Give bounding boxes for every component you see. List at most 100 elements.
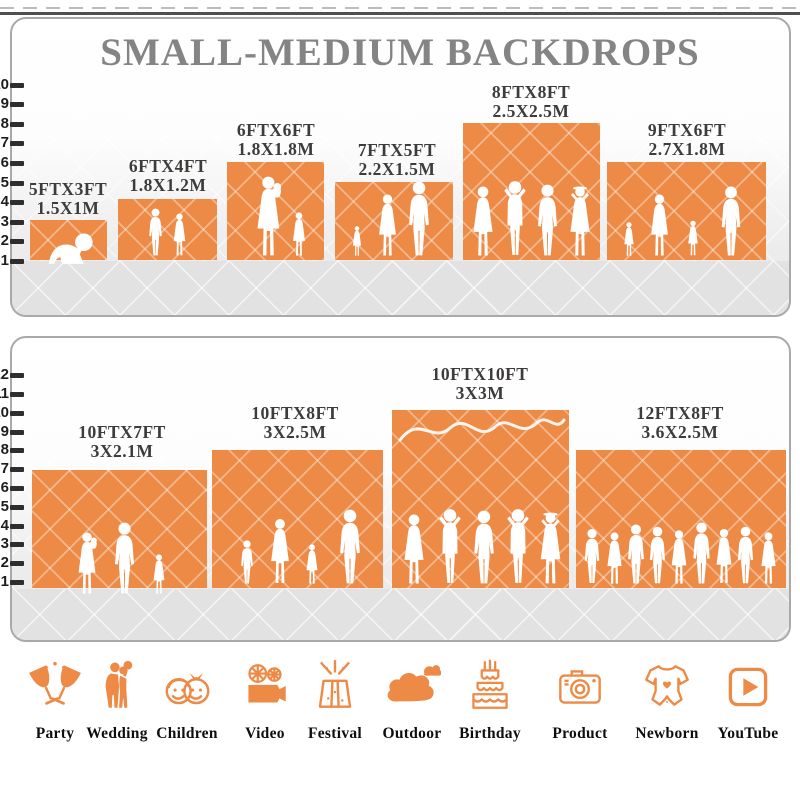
category-youtube: YouTube (704, 658, 792, 743)
ruler-tick (10, 392, 24, 397)
group-of-five-silhouette (404, 509, 561, 584)
video-icon (248, 664, 286, 703)
family-of-four-silhouette (624, 186, 741, 256)
ruler-tick (10, 239, 24, 244)
ruler-tick (10, 220, 24, 225)
category-label: Children (156, 725, 218, 742)
category-festival: Festival (291, 658, 379, 743)
product-icon (559, 670, 601, 704)
size-label-8x8: 8FTX8FT 2.5X2.5M (491, 82, 571, 121)
ruler-number: 5 (0, 498, 9, 515)
category-birthday: Birthday (446, 658, 534, 743)
ruler-number: 6 (0, 154, 9, 171)
ruler-number: 10 (0, 404, 9, 421)
size-label-10x7: 10FTX7FT 3X2.1M (78, 422, 166, 461)
category-label: Festival (307, 725, 363, 742)
ruler-tick (10, 486, 24, 491)
floor-band (12, 589, 789, 640)
ruler-tick (10, 181, 24, 186)
floor-band (12, 261, 789, 315)
backdrop-rect-6x4 (118, 199, 217, 260)
category-outdoor: Outdoor (368, 658, 456, 743)
ruler-number: 2 (0, 232, 9, 249)
category-label: Party (35, 725, 75, 742)
size-label-6x6: 6FTX6FT 1.8X1.8M (236, 120, 316, 159)
ruler-tick (10, 448, 24, 453)
ruler-tick (10, 200, 24, 205)
ruler-number: 8 (0, 441, 9, 458)
mother-and-child-silhouette (257, 176, 305, 256)
top-dashed-rule (0, 7, 800, 9)
birthday-icon (472, 659, 508, 709)
size-label-7x5: 7FTX5FT 2.2X1.5M (357, 140, 437, 179)
ruler-number: 4 (0, 517, 9, 534)
ruler-tick (10, 411, 24, 416)
top-divider-line (0, 12, 800, 15)
ruler-number: 1 (0, 252, 9, 269)
category-party: Party (11, 658, 99, 743)
group-of-four-silhouette (473, 181, 590, 256)
ruler-tick (10, 580, 24, 585)
ruler-number: 11 (0, 385, 9, 402)
category-children: Children (143, 658, 231, 743)
size-label-10x8: 10FTX8FT 3X2.5M (251, 403, 339, 442)
ruler-tick (10, 505, 24, 510)
children-icon (165, 673, 210, 705)
category-label: Product (552, 725, 608, 742)
crawling-baby-silhouette (48, 233, 93, 264)
category-video: Video (221, 658, 309, 743)
ruler-number: 10 (0, 76, 9, 93)
wedding-icon (105, 660, 133, 708)
size-label-10x10: 10FTX10FT 3X3M (431, 364, 529, 403)
size-label-5x3: 5FTX3FT 1.5X1M (28, 179, 108, 218)
ruler-number: 9 (0, 423, 9, 440)
family-of-three-silhouette (352, 181, 429, 256)
category-label: Newborn (635, 725, 699, 742)
category-label: Video (245, 725, 285, 742)
ruler-tick (10, 259, 24, 264)
ruler-tick (10, 373, 24, 378)
ruler-tick (10, 542, 24, 547)
category-label: Outdoor (382, 725, 442, 742)
category-label: Wedding (86, 725, 148, 742)
ruler-tick (10, 430, 24, 435)
family-of-three-silhouette (78, 522, 165, 594)
ruler-tick (10, 83, 24, 88)
ruler-number: 12 (0, 366, 9, 383)
watermark-script (398, 418, 566, 442)
youtube-icon (728, 667, 768, 707)
page-title: SMALL-MEDIUM BACKDROPS (100, 31, 700, 74)
ruler-number: 8 (0, 115, 9, 132)
ruler-number: 3 (0, 213, 9, 230)
ruler-number: 5 (0, 174, 9, 191)
festival-icon (318, 659, 352, 708)
two-children-silhouette (149, 208, 186, 256)
ruler-number: 6 (0, 479, 9, 496)
ruler-number: 1 (0, 573, 9, 590)
category-wedding: Wedding (73, 658, 161, 743)
ruler-number: 2 (0, 554, 9, 571)
ruler-number: 9 (0, 95, 9, 112)
ruler-tick (10, 141, 24, 146)
size-label-9x6: 9FTX6FT 2.7X1.8M (647, 120, 727, 159)
outdoor-icon (387, 665, 441, 702)
category-label: YouTube (717, 725, 779, 742)
category-label: Birthday (459, 725, 521, 742)
ruler-number: 7 (0, 134, 9, 151)
ruler-tick (10, 467, 24, 472)
ruler-tick (10, 524, 24, 529)
newborn-icon (645, 665, 689, 706)
ruler-number: 7 (0, 460, 9, 477)
ruler-tick (10, 102, 24, 107)
crowd-silhouette (584, 522, 776, 584)
party-icon (29, 661, 81, 705)
ruler-number: 3 (0, 535, 9, 552)
category-product: Product (536, 658, 624, 743)
ruler-tick (10, 161, 24, 166)
size-label-6x4: 6FTX4FT 1.8X1.2M (128, 156, 208, 195)
ruler-tick (10, 561, 24, 566)
category-newborn: Newborn (623, 658, 711, 743)
size-label-12x8: 12FTX8FT 3.6X2.5M (636, 403, 724, 442)
ruler-number: 4 (0, 193, 9, 210)
